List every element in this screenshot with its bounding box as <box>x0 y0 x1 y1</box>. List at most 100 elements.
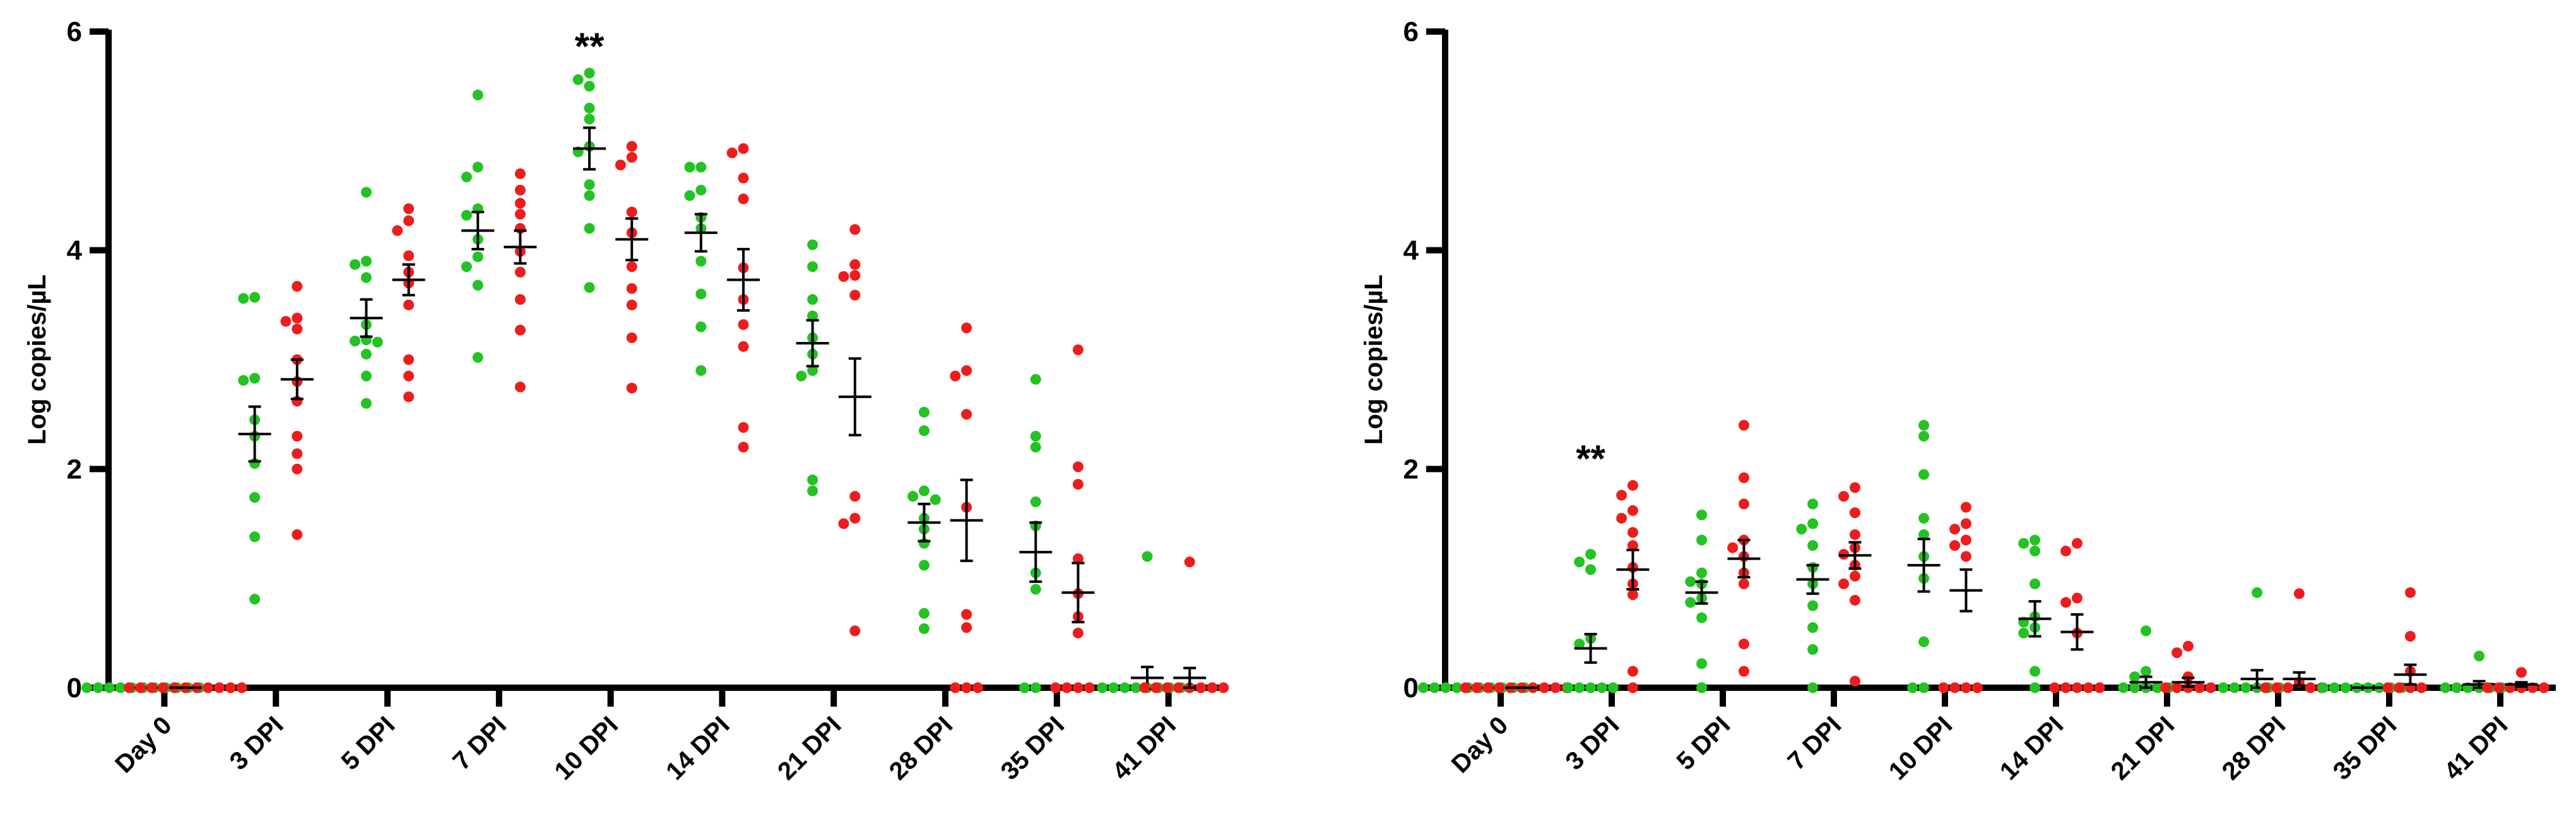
data-point-red <box>849 491 861 502</box>
data-point-red <box>2293 588 2305 599</box>
data-point-red <box>626 382 637 394</box>
data-point-red <box>1938 682 1949 693</box>
data-point-green <box>807 474 818 486</box>
x-tick-label: Day 0 <box>1446 711 1514 779</box>
data-point-red <box>514 168 526 179</box>
data-point-green <box>1130 682 1142 693</box>
data-point-red <box>124 682 135 693</box>
data-point-red <box>157 682 168 693</box>
data-point-green <box>807 310 818 322</box>
data-point-red <box>2205 682 2216 693</box>
data-point-green <box>1696 612 1708 623</box>
data-point-green <box>1596 682 1607 693</box>
data-point-green <box>1807 644 1819 655</box>
data-point-red <box>1849 676 1860 687</box>
data-point-green <box>360 397 372 409</box>
data-point-green <box>1574 682 1585 693</box>
data-point-red <box>950 682 961 693</box>
significance-label: ** <box>575 25 605 68</box>
data-point-green <box>103 682 115 693</box>
data-point-green <box>249 372 261 384</box>
data-point-red <box>1072 344 1084 355</box>
data-point-green <box>2451 682 2462 693</box>
data-point-red <box>1061 682 1073 693</box>
data-point-red <box>1838 491 1850 502</box>
data-point-red <box>292 463 303 474</box>
data-point-red <box>738 341 749 352</box>
data-point-red <box>2071 682 2083 693</box>
data-point-red <box>1627 527 1638 538</box>
data-point-green <box>584 190 595 201</box>
data-point-green <box>2141 625 2152 637</box>
data-point-red <box>726 147 738 158</box>
data-point-green <box>2340 682 2351 693</box>
data-point-green <box>1807 518 1819 529</box>
data-point-green <box>695 288 707 300</box>
data-point-red <box>2060 545 2072 556</box>
x-tick-label: 5 DPI <box>1672 711 1736 775</box>
data-point-green <box>807 261 818 273</box>
data-point-green <box>918 406 930 418</box>
data-point-green <box>1807 622 1819 633</box>
data-point-green <box>1907 682 1918 693</box>
data-point-green <box>1696 567 1708 579</box>
data-point-red <box>2493 682 2505 693</box>
data-point-red <box>403 203 415 215</box>
data-point-green <box>1585 682 1597 693</box>
data-point-red <box>1616 490 1628 501</box>
data-point-green <box>2252 587 2263 598</box>
data-point-green <box>472 280 483 291</box>
data-point-red <box>2283 682 2294 693</box>
data-point-green <box>2018 538 2029 549</box>
data-point-red <box>1960 534 1971 546</box>
data-point-red <box>135 682 146 693</box>
data-point-green <box>584 223 595 234</box>
data-point-green <box>1807 540 1819 551</box>
y-tick-label: 4 <box>67 235 83 266</box>
data-point-green <box>695 321 707 333</box>
data-point-red <box>626 206 637 218</box>
data-point-red <box>1072 461 1084 473</box>
data-point-red <box>626 299 637 310</box>
data-point-red <box>1627 589 1638 601</box>
data-point-green <box>350 259 361 270</box>
data-point-green <box>1696 682 1708 693</box>
data-point-red <box>514 324 526 336</box>
data-point-green <box>584 114 595 125</box>
data-point-red <box>950 370 961 382</box>
y-tick-label: 0 <box>1403 673 1419 703</box>
data-point-red <box>2160 682 2171 693</box>
data-point-red <box>738 172 749 184</box>
data-point-green <box>238 293 249 304</box>
data-point-red <box>292 323 303 334</box>
x-tick-label: 28 DPI <box>884 711 959 786</box>
data-point-green <box>1696 658 1708 669</box>
data-point-red <box>1738 498 1749 510</box>
data-point-red <box>1161 682 1173 693</box>
data-point-green <box>249 291 261 303</box>
data-point-red <box>1960 682 1971 693</box>
data-point-red <box>2083 682 2094 693</box>
y-tick-label: 2 <box>1403 454 1419 485</box>
data-point-red <box>961 609 972 620</box>
data-point-red <box>1150 682 1162 693</box>
x-tick-label: 21 DPI <box>2106 711 2180 786</box>
data-point-red <box>2260 682 2271 693</box>
data-point-green <box>1585 549 1597 560</box>
data-point-red <box>849 270 861 281</box>
data-point-green <box>695 184 707 196</box>
data-point-green <box>2229 682 2240 693</box>
data-point-red <box>1173 682 1184 693</box>
data-point-red <box>961 622 972 633</box>
data-point-red <box>1072 682 1084 693</box>
data-point-green <box>1696 534 1708 546</box>
data-point-green <box>249 491 261 503</box>
data-point-red <box>292 312 303 324</box>
data-point-red <box>403 299 415 310</box>
data-point-red <box>1616 512 1628 524</box>
data-point-green <box>1607 682 1619 693</box>
data-point-red <box>236 682 247 693</box>
data-point-red <box>738 193 749 204</box>
data-point-green <box>918 560 930 571</box>
x-tick-label: 14 DPI <box>661 711 735 786</box>
